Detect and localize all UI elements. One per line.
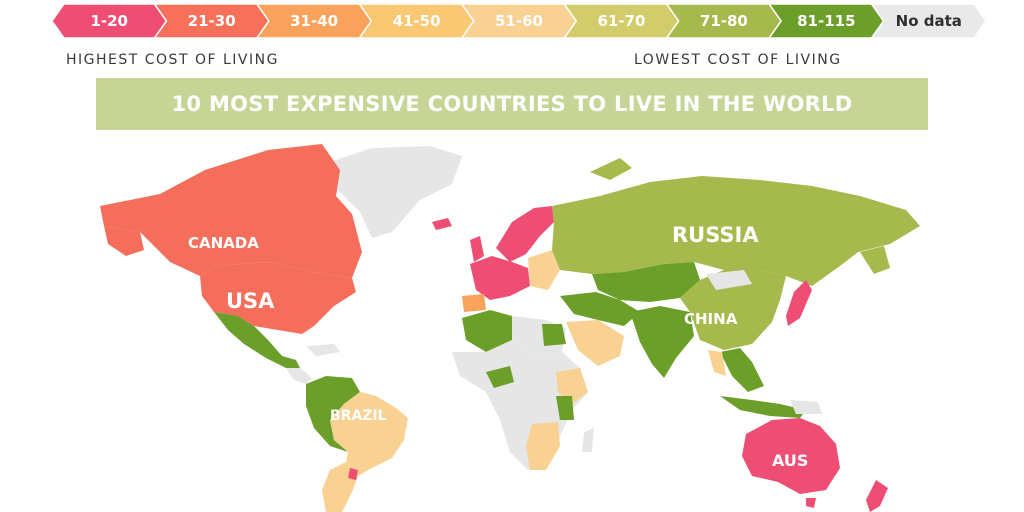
region-canada-islands	[260, 150, 320, 182]
legend-swatch-2	[153, 4, 270, 38]
map-label-russia: RUSSIA	[672, 223, 759, 247]
region-southern-africa	[526, 422, 560, 470]
region-iceland	[432, 218, 452, 230]
legend-swatch-3	[255, 4, 373, 38]
region-brazil	[330, 392, 408, 476]
region-south-america-north	[306, 376, 360, 452]
legend-swatch-8	[768, 4, 885, 38]
legend-label-1: 1-20	[90, 12, 128, 30]
region-russia	[552, 176, 920, 286]
region-china	[680, 270, 786, 350]
region-north-africa-west	[462, 310, 512, 352]
region-australia	[742, 418, 840, 494]
region-new-zealand	[866, 480, 888, 512]
region-usa	[200, 262, 356, 334]
region-tasmania	[806, 498, 816, 508]
legend-swatch-6	[563, 4, 680, 38]
region-mexico	[214, 312, 300, 368]
region-alaska	[104, 226, 144, 256]
highest-cost-label: HIGHEST COST OF LIVING	[66, 52, 279, 68]
region-eastern-europe	[528, 250, 560, 290]
legend-label-5: 51-60	[495, 12, 543, 30]
page-title: 10 MOST EXPENSIVE COUNTRIES TO LIVE IN T…	[171, 92, 853, 116]
region-central-america	[286, 368, 312, 384]
region-egypt	[542, 324, 566, 346]
cost-legend: 1-20 21-30 31-40 41-50 51-60 61-70 71-80 81-115…	[52, 4, 986, 38]
legend-label-9: No data	[896, 12, 962, 30]
map-label-usa: USA	[226, 289, 275, 313]
region-arabia	[566, 320, 624, 366]
region-caribbean	[306, 344, 340, 356]
region-madagascar	[582, 428, 594, 452]
region-scandinavia	[496, 206, 554, 262]
region-thailand	[708, 350, 726, 376]
legend-swatch-4	[358, 4, 475, 38]
region-middle-east	[560, 292, 640, 326]
legend-label-8: 81-115	[797, 12, 855, 30]
region-india	[630, 306, 694, 378]
region-west-africa	[486, 366, 514, 388]
region-uk	[470, 236, 484, 262]
legend-label-3: 31-40	[290, 12, 338, 30]
map-label-china: CHINA	[684, 310, 738, 328]
legend-label-7: 71-80	[700, 12, 748, 30]
region-iberia	[462, 294, 486, 312]
region-canada	[100, 144, 362, 278]
map-label-canada: CANADA	[188, 234, 259, 252]
legend-swatch-9	[870, 4, 986, 38]
title-banner: 10 MOST EXPENSIVE COUNTRIES TO LIVE IN T…	[96, 78, 928, 130]
legend-label-6: 61-70	[597, 12, 645, 30]
region-paraguay	[348, 468, 358, 480]
region-central-asia	[592, 262, 700, 302]
region-southeast-asia	[720, 348, 764, 392]
lowest-cost-label: LOWEST COST OF LIVING	[634, 52, 842, 68]
legend-label-2: 21-30	[188, 12, 236, 30]
legend-label-4: 41-50	[393, 12, 441, 30]
legend-swatch-7	[665, 4, 783, 38]
region-russia-east	[860, 246, 890, 274]
region-arctic-islands	[590, 158, 632, 180]
legend-swatch-5	[460, 4, 578, 38]
map-label-australia: AUS	[772, 451, 808, 470]
region-papua	[790, 400, 822, 414]
region-western-europe	[470, 256, 530, 300]
region-mongolia	[706, 270, 752, 290]
world-map: CANADA USA RUSSIA CHINA BRAZIL AUS	[100, 144, 920, 512]
legend-swatch-1	[52, 4, 168, 38]
region-japan	[786, 280, 812, 326]
map-label-brazil: BRAZIL	[330, 408, 387, 424]
region-east-africa	[556, 368, 588, 404]
region-indonesia	[720, 396, 806, 418]
region-greenland	[330, 146, 462, 238]
region-kenya	[556, 396, 574, 420]
